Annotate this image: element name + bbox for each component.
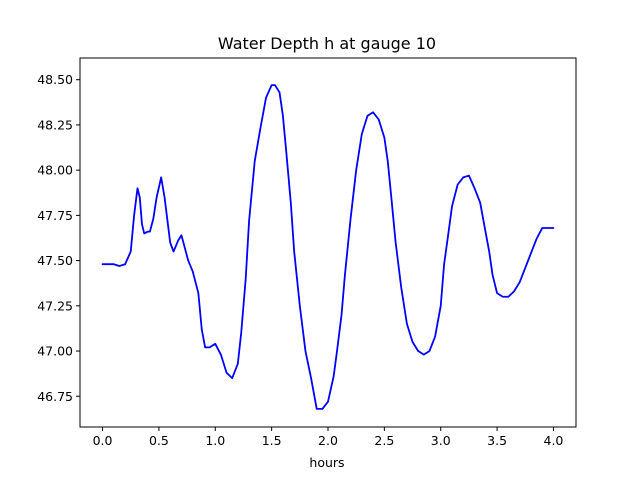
x-tick-label: 2.0 (318, 433, 338, 448)
x-tick-label: 0.5 (149, 433, 169, 448)
y-tick-label: 46.75 (37, 389, 73, 404)
y-tick-label: 47.25 (37, 298, 73, 313)
y-axis: 46.75 47.00 47.25 47.50 47.75 48.00 48.25 48.50 (37, 72, 80, 404)
x-tick-label: 1.5 (262, 433, 282, 448)
y-tick-label: 47.75 (37, 208, 73, 223)
x-tick-label: 3.5 (487, 433, 507, 448)
x-tick-label: 3.0 (431, 433, 451, 448)
x-tick-label: 0.0 (93, 433, 113, 448)
y-tick-label: 48.00 (37, 163, 73, 178)
y-tick-label: 48.25 (37, 117, 73, 132)
y-tick-label: 48.50 (37, 72, 73, 87)
x-axis: 0.0 0.5 1.0 1.5 2.0 2.5 3.0 3.5 4.0 (93, 427, 564, 448)
x-tick-label: 1.0 (205, 433, 225, 448)
chart-title: Water Depth h at gauge 10 (218, 34, 436, 53)
y-tick-label: 47.00 (37, 344, 73, 359)
x-tick-label: 4.0 (544, 433, 564, 448)
series-line-0 (101, 84, 555, 410)
x-axis-label: hours (309, 455, 344, 470)
x-tick-label: 2.5 (374, 433, 394, 448)
y-tick-label: 47.50 (37, 253, 73, 268)
